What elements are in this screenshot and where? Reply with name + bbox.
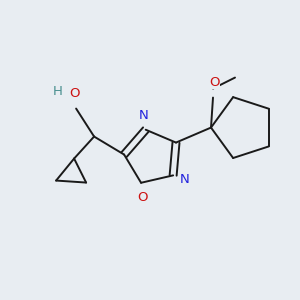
Text: O: O — [69, 87, 80, 100]
Text: O: O — [137, 191, 147, 204]
Text: H: H — [53, 85, 63, 98]
Text: N: N — [180, 173, 190, 186]
Text: N: N — [139, 109, 148, 122]
Text: O: O — [209, 76, 219, 88]
